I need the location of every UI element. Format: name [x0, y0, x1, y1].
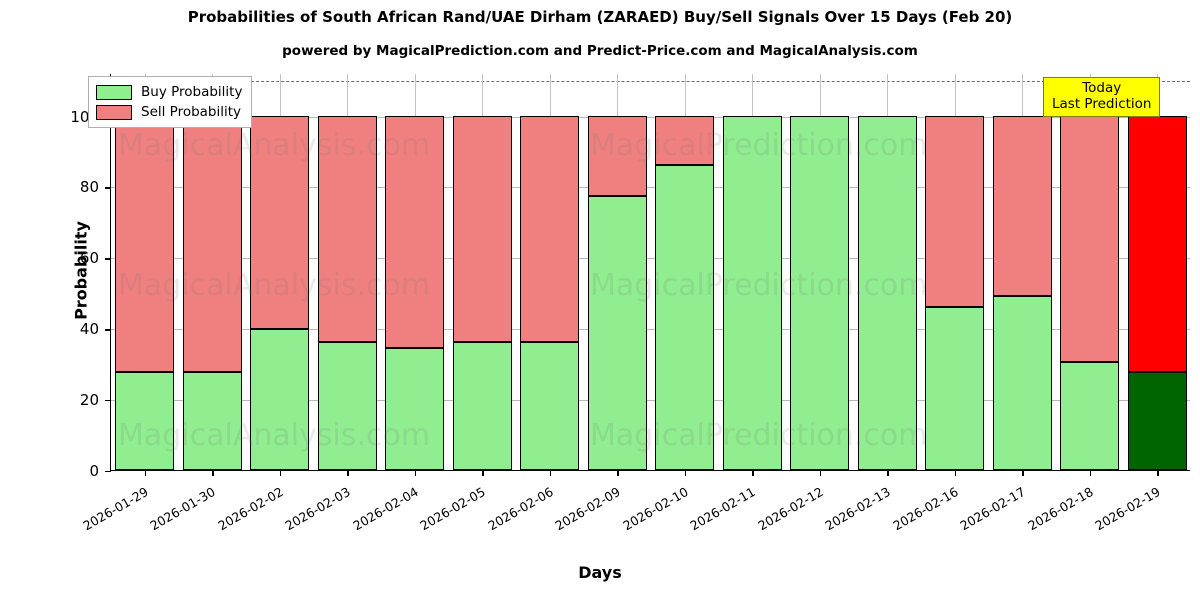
bar-segment-buy — [722, 115, 782, 470]
y-axis-label: Probability — [71, 220, 91, 320]
y-tick-label: 60 — [79, 249, 99, 268]
bar — [452, 73, 512, 470]
y-tick-label: 40 — [79, 320, 99, 339]
x-tick-mark — [414, 470, 417, 476]
x-tick-mark — [347, 470, 349, 476]
x-axis-label: Days — [578, 563, 622, 582]
bar-segment-buy — [587, 195, 647, 470]
y-tick-mark — [105, 400, 111, 402]
bar-segment-buy — [182, 371, 242, 470]
bar — [992, 73, 1052, 470]
bar-segment-buy — [452, 342, 512, 470]
bar-segment-sell — [250, 115, 310, 330]
chart-title: Probabilities of South African Rand/UAE … — [187, 8, 1013, 26]
bar-segment-sell — [1060, 115, 1120, 363]
today-last-prediction-badge: Today Last Prediction — [1043, 77, 1161, 118]
bar-today — [1127, 73, 1187, 470]
x-tick-mark — [482, 470, 484, 476]
y-gridline — [111, 116, 1190, 118]
x-tick-mark — [1089, 470, 1092, 476]
y-tick-mark — [105, 187, 111, 189]
x-tick-mark — [819, 470, 822, 476]
bar-segment-sell — [587, 115, 647, 196]
x-tick-mark — [549, 470, 552, 476]
y-gridline — [111, 400, 1190, 402]
legend-label-sell: Sell Probability — [141, 104, 242, 120]
bar — [925, 73, 985, 470]
today-label: Today — [1082, 80, 1122, 96]
bar-segment-buy — [250, 329, 310, 470]
bar-segment-buy — [385, 348, 445, 470]
y-gridline — [111, 329, 1190, 331]
bar — [520, 73, 580, 470]
y-tick-label: 80 — [79, 178, 99, 197]
bar — [250, 73, 310, 470]
bar — [115, 73, 175, 470]
chart-legend: Buy Probability Sell Probability — [88, 76, 253, 128]
legend-label-buy: Buy Probability — [141, 84, 243, 100]
bar-segment-sell — [452, 115, 512, 343]
x-tick-mark — [212, 470, 214, 476]
y-gridline — [111, 258, 1190, 260]
legend-swatch-buy — [96, 84, 132, 100]
bar-segment-sell — [992, 115, 1052, 296]
bar — [182, 73, 242, 470]
bar — [385, 73, 445, 470]
y-gridline — [111, 187, 1190, 189]
bar-segment-buy — [992, 295, 1052, 470]
x-tick-mark — [279, 470, 282, 476]
plot-area: 0 20 40 60 80 100 Probability 2026-01-29 2026-01… — [70, 73, 1190, 533]
x-tick-mark — [617, 470, 619, 476]
bar-segment-sell — [655, 115, 715, 166]
bar — [790, 73, 850, 470]
x-tick-mark — [1157, 470, 1159, 476]
bar-segment-buy — [115, 371, 175, 470]
y-tick-mark — [105, 258, 111, 260]
bar-segment-sell — [182, 115, 242, 372]
bar-segment-sell — [115, 115, 175, 372]
bar-segment-buy — [857, 115, 917, 470]
legend-item-sell: Sell Probability — [96, 102, 242, 122]
x-tick-mark — [887, 470, 889, 476]
x-tick-mark — [1022, 470, 1024, 476]
bar — [587, 73, 647, 470]
bar-segment-sell — [1127, 115, 1187, 372]
bar — [317, 73, 377, 470]
bar-segment-buy — [317, 342, 377, 470]
y-tick-mark — [105, 329, 111, 331]
bar-segment-sell — [317, 115, 377, 343]
chart-subtitle: powered by MagicalPrediction.com and Pre… — [282, 43, 918, 59]
legend-swatch-sell — [96, 104, 132, 120]
bar-segment-sell — [520, 115, 580, 343]
bar-segment-buy — [520, 342, 580, 470]
x-tick-mark — [954, 470, 957, 476]
x-tick-mark — [684, 470, 687, 476]
bar-segment-buy — [1127, 371, 1187, 470]
bar-segment-sell — [385, 115, 445, 349]
bar-segment-buy — [1060, 362, 1120, 470]
x-tick-mark — [752, 470, 754, 476]
bar-segment-buy — [925, 306, 985, 470]
bar — [857, 73, 917, 470]
legend-item-buy: Buy Probability — [96, 82, 242, 102]
bar — [722, 73, 782, 470]
bar — [655, 73, 715, 470]
y-tick-mark — [105, 471, 111, 473]
bar — [1060, 73, 1120, 470]
x-tick-mark — [144, 470, 147, 476]
bar-segment-buy — [790, 115, 850, 470]
reference-dashed-line — [111, 81, 1190, 83]
y-tick-label: 0 — [89, 462, 99, 480]
bar-segment-buy — [655, 165, 715, 470]
bar-segment-sell — [925, 115, 985, 307]
last-prediction-label: Last Prediction — [1052, 95, 1152, 112]
y-tick-label: 20 — [79, 391, 99, 410]
